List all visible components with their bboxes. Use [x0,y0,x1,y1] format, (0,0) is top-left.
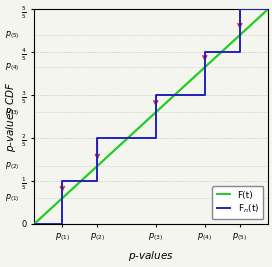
Y-axis label: $p$-values CDF: $p$-values CDF [4,81,18,152]
Text: $p_{(3)}$: $p_{(3)}$ [5,107,19,118]
Legend: F(t), F$_n$(t): F(t), F$_n$(t) [212,186,263,219]
Text: $p_{(1)}$: $p_{(1)}$ [5,192,19,204]
X-axis label: $p$-values: $p$-values [128,249,174,263]
Text: $p_{(2)}$: $p_{(2)}$ [5,160,19,172]
Text: $p_{(4)}$: $p_{(4)}$ [5,61,19,73]
Text: $p_{(5)}$: $p_{(5)}$ [5,29,19,41]
